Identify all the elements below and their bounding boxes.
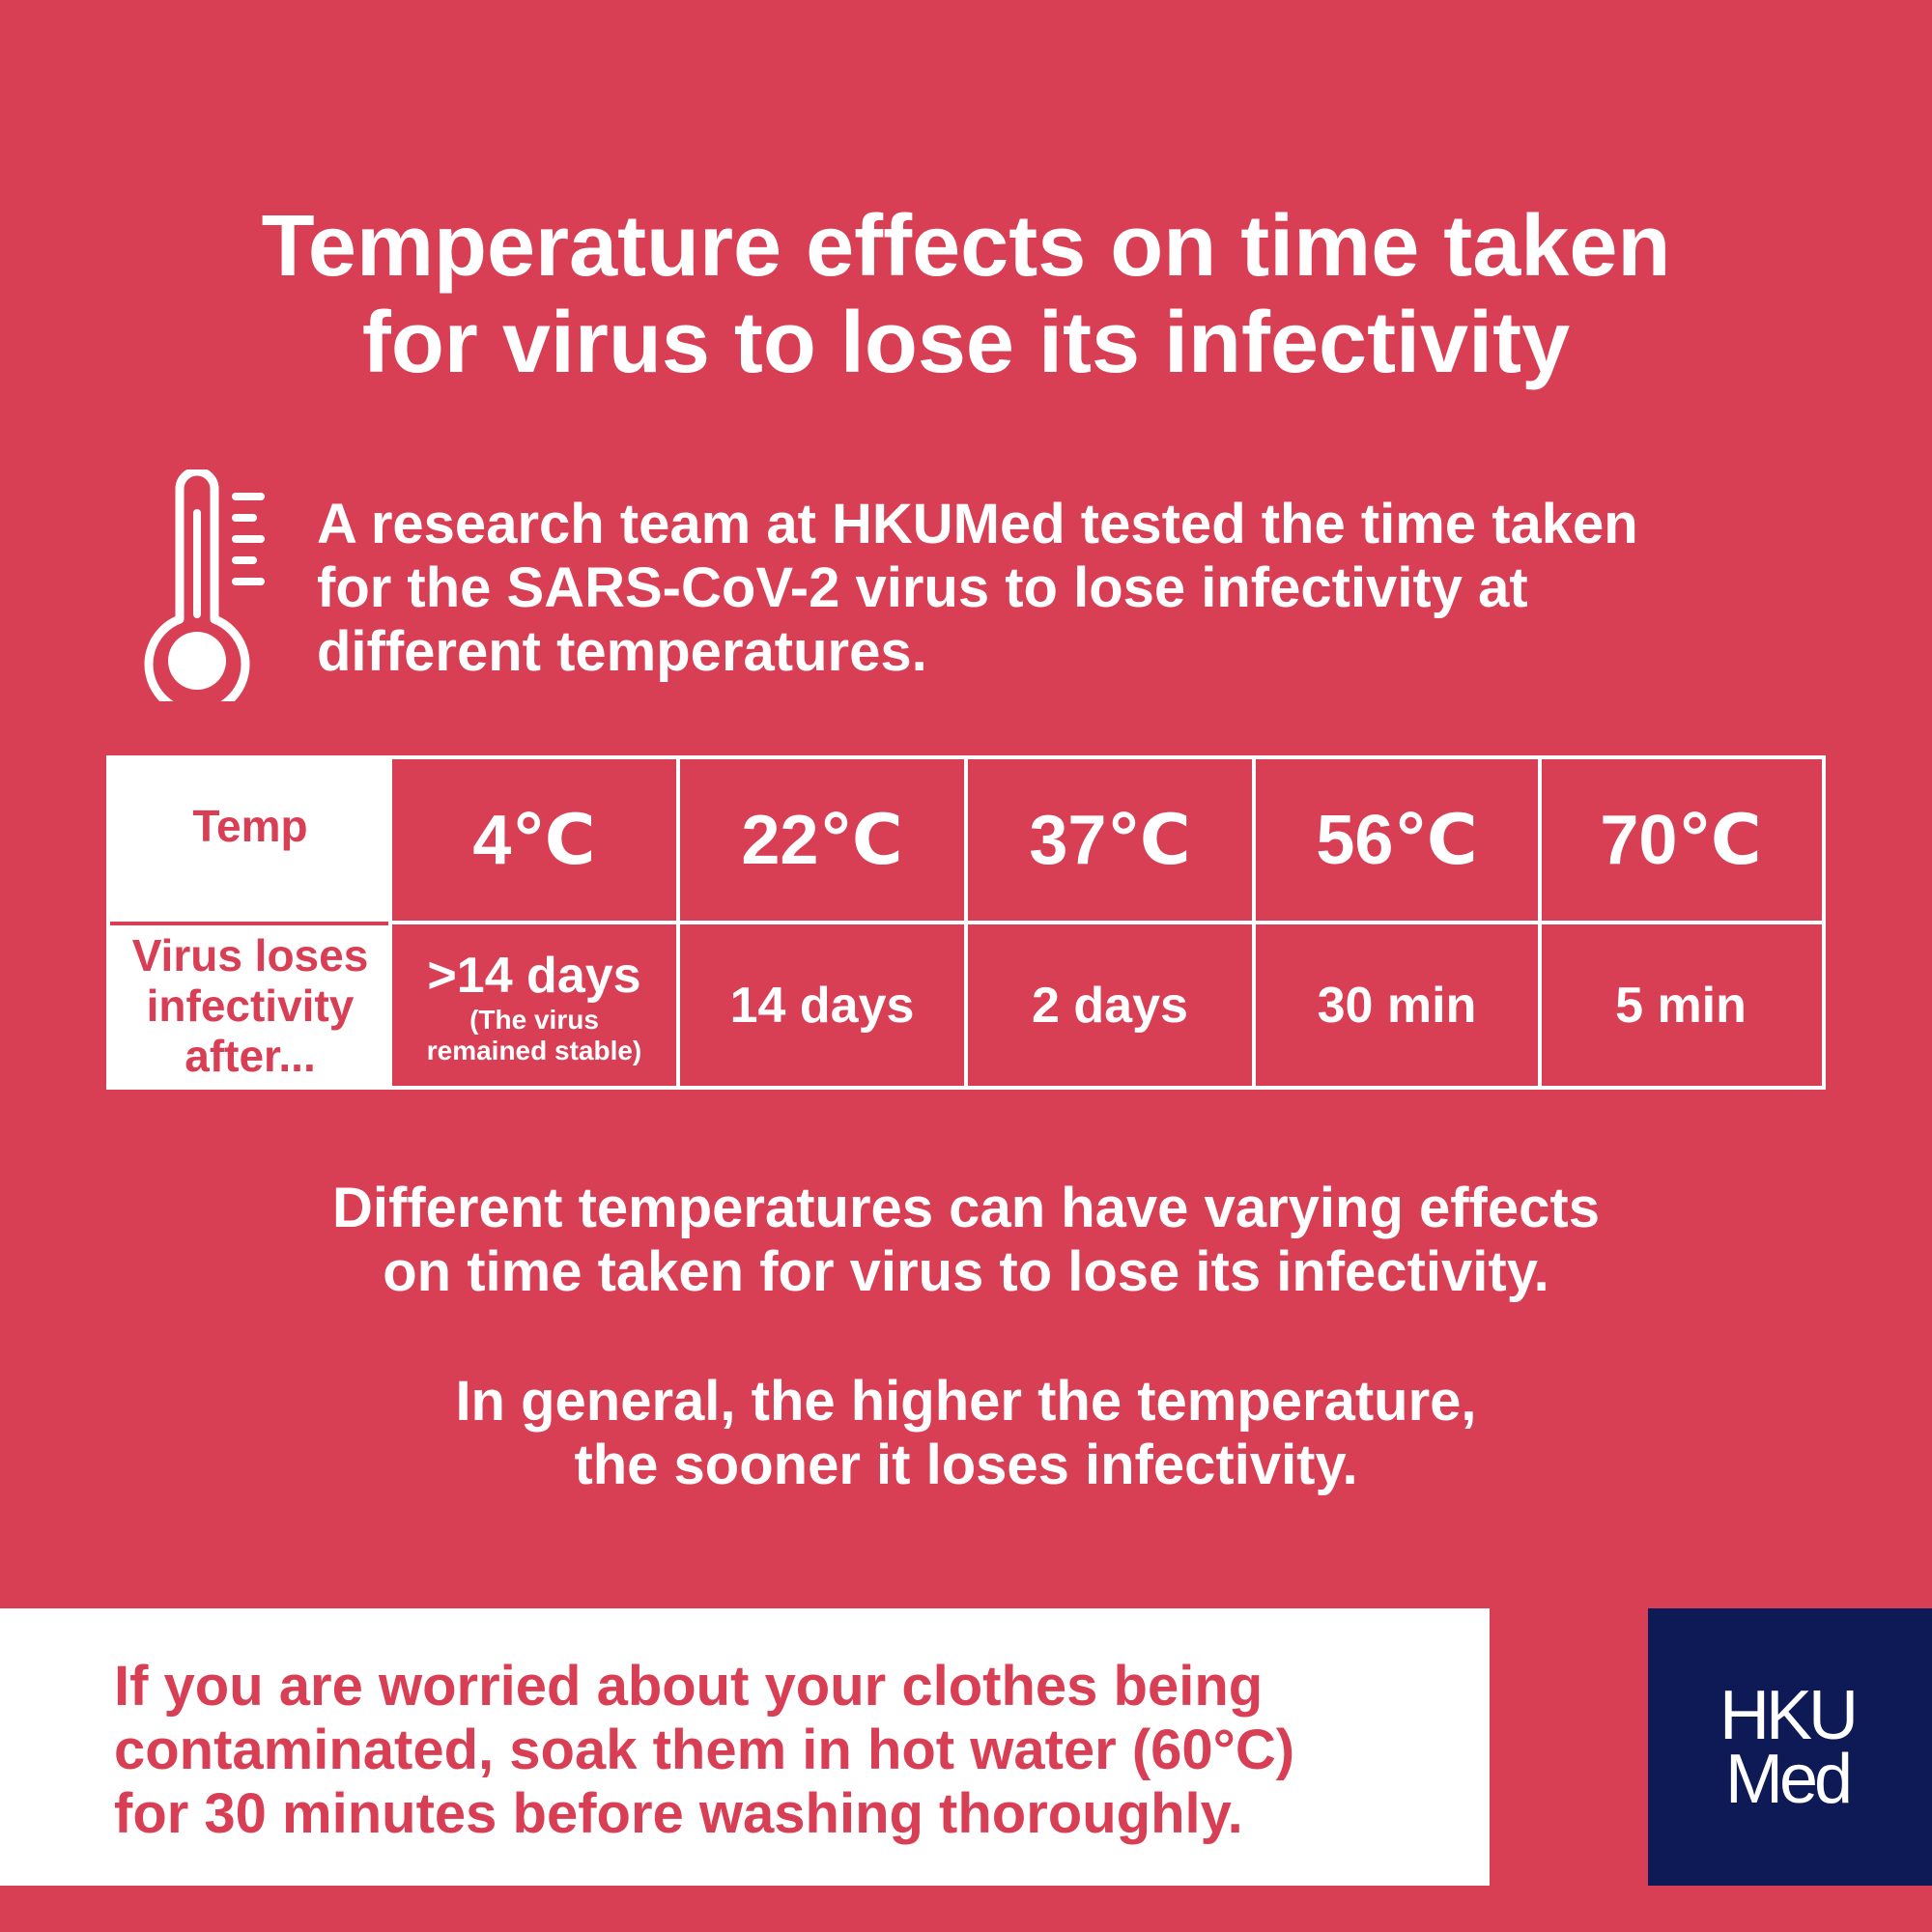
duration-note-line-2: remained stable) — [426, 1036, 642, 1065]
title-line-1: Temperature effects on time taken — [261, 198, 1671, 295]
summary-text-2: In general, the higher the temperature, … — [0, 1370, 1932, 1497]
table-cell-temp-22: 22℃ — [678, 759, 966, 922]
table-cell-duration-4: >14 days (The virus remained stable) — [390, 925, 678, 1086]
summary-text-1: Different temperatures can have varying … — [0, 1177, 1932, 1304]
summary2-line-1: In general, the higher the temperature, — [455, 1370, 1477, 1433]
tip-text: If you are worried about your clothes be… — [114, 1655, 1490, 1846]
row-label-line-2: infectivity — [146, 980, 355, 1031]
hkumed-logo: HKU Med — [1648, 1608, 1932, 1886]
summary1-line-1: Different temperatures can have varying … — [332, 1177, 1600, 1239]
table-cell-temp-4: 4℃ — [390, 759, 678, 922]
table-cell-duration-70: 5 min — [1540, 925, 1822, 1086]
row-label: Virus loses infectivity after... — [132, 930, 369, 1081]
duration-value: >14 days — [427, 948, 641, 1004]
tip-line-1: If you are worried about your clothes be… — [114, 1655, 1264, 1718]
duration-value: 5 min — [1615, 978, 1747, 1034]
table-row-label-cell: Virus loses infectivity after... — [110, 925, 390, 1086]
title-line-2: for virus to lose its infectivity — [361, 295, 1571, 391]
temp-value: 4℃ — [472, 802, 596, 879]
row-label-line-3: after... — [185, 1031, 316, 1081]
thermometer-icon — [144, 469, 265, 701]
duration-note: (The virus remained stable) — [427, 1005, 642, 1066]
duration-value: 14 days — [729, 978, 915, 1034]
table-cell-temp-37: 37℃ — [966, 759, 1254, 922]
temp-value: 37℃ — [1029, 802, 1191, 879]
table-row-divider — [390, 921, 1826, 924]
intro-line-1: A research team at HKUMed tested the tim… — [317, 493, 1638, 555]
tip-line-3: for 30 minutes before washing thoroughly… — [114, 1782, 1243, 1845]
summary1-line-2: on time taken for virus to lose its infe… — [383, 1240, 1549, 1303]
table-header-label-cell: Temp — [110, 759, 390, 922]
intro-text: A research team at HKUMed tested the tim… — [317, 493, 1862, 684]
row-label-line-1: Virus loses — [131, 930, 369, 980]
tip-line-2: contaminated, soak them in hot water (60… — [114, 1719, 1295, 1781]
tip-box: If you are worried about your clothes be… — [0, 1608, 1490, 1886]
table-cell-temp-70: 70℃ — [1540, 759, 1822, 922]
intro-line-2: for the SARS-CoV-2 virus to lose infecti… — [317, 556, 1528, 619]
temp-value: 22℃ — [741, 802, 903, 879]
table-cell-duration-56: 30 min — [1254, 925, 1540, 1086]
logo-line-2: Med — [1724, 1740, 1853, 1818]
table-cell-temp-56: 56℃ — [1254, 759, 1540, 922]
temp-value: 70℃ — [1600, 802, 1762, 879]
table-cell-duration-37: 2 days — [966, 925, 1254, 1086]
duration-value: 2 days — [1032, 978, 1188, 1034]
summary2-line-2: the sooner it loses infectivity. — [574, 1434, 1358, 1496]
page-title: Temperature effects on time taken for vi… — [0, 198, 1932, 391]
infectivity-table: Temp 4℃ 22℃ 37℃ 56℃ 70℃ Virus loses infe… — [106, 755, 1826, 1090]
temp-value: 56℃ — [1316, 802, 1478, 879]
intro-line-3: different temperatures. — [317, 620, 927, 683]
logo-line-1: HKU — [1719, 1676, 1859, 1754]
duration-value: 30 min — [1317, 978, 1477, 1034]
table-cell-duration-22: 14 days — [678, 925, 966, 1086]
duration-note-line-1: (The virus — [469, 1005, 599, 1035]
temp-header-label: Temp — [192, 801, 308, 851]
